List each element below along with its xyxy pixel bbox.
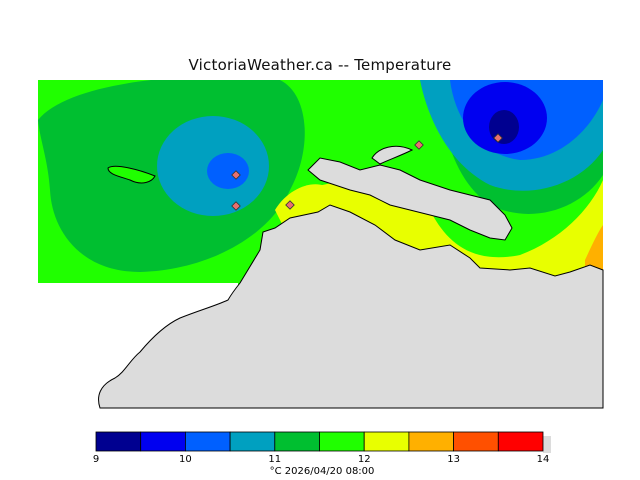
- station-markers: [231, 133, 503, 211]
- station-diamond-icon: [414, 140, 424, 150]
- legend-caption: °C 2026/04/20 08:00: [270, 466, 375, 477]
- legend-bin-1: [140, 431, 186, 452]
- legend-bin-9: [497, 431, 544, 452]
- map-title: VictoriaWeather.ca -- Temperature: [188, 56, 452, 74]
- legend-tick-label: 12: [358, 454, 371, 465]
- station-diamond-icon: [285, 200, 295, 210]
- legend-tick-label: 9: [93, 454, 99, 465]
- legend-bin-6: [363, 431, 410, 452]
- color-legend: 9 10 11 12 13 14 °C 2026/04/20 08:00: [93, 431, 551, 477]
- legend-tick-label: 14: [537, 454, 550, 465]
- legend-tick-label: 11: [268, 454, 281, 465]
- legend-tick-label: 10: [179, 454, 192, 465]
- land-south: [98, 204, 604, 409]
- land-masses: [98, 145, 604, 409]
- station-diamond-icon: [231, 170, 241, 180]
- legend-bin-8: [453, 431, 499, 452]
- isotherm-12-5: [585, 225, 603, 275]
- legend-bin-7: [408, 431, 454, 452]
- isotherm-10-west: [207, 153, 249, 189]
- land-north: [307, 157, 513, 241]
- station-diamond-icon: [493, 133, 503, 143]
- island-west: [107, 165, 156, 184]
- legend-unit: °C: [270, 466, 282, 477]
- legend-bin-5: [319, 431, 365, 452]
- legend-shadow: [543, 436, 551, 453]
- legend-tick-label: 13: [447, 454, 460, 465]
- legend-timestamp: 2026/04/20 08:00: [285, 466, 375, 477]
- isotherm-9-east: [489, 110, 519, 144]
- legend-bin-4: [274, 431, 320, 452]
- legend-bin-2: [184, 431, 231, 452]
- legend-bin-3: [229, 431, 276, 452]
- station-diamond-icon: [231, 201, 241, 211]
- legend-bin-0: [95, 431, 142, 452]
- land-peninsula: [371, 145, 414, 165]
